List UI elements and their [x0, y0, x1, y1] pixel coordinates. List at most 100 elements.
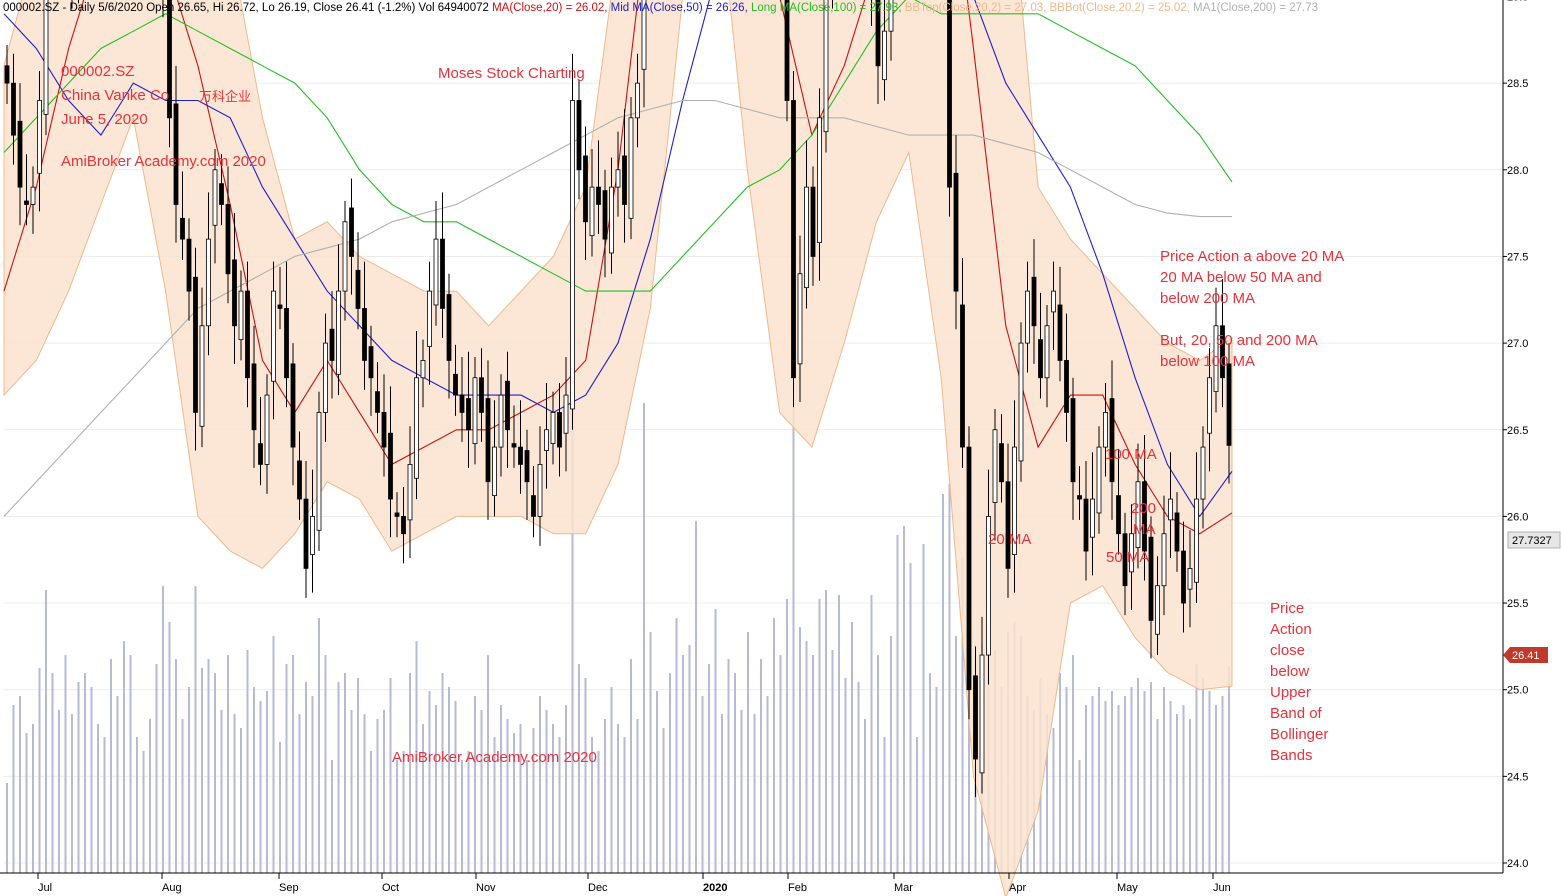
volume-bar [1104, 701, 1107, 873]
volume-bar [461, 760, 463, 873]
candle-down [225, 204, 231, 275]
volume-bar [786, 599, 788, 873]
candle-down [440, 238, 445, 309]
volume-bar [610, 687, 613, 873]
volume-bar [331, 760, 333, 873]
annotation-note3-line1: Price [1270, 600, 1304, 617]
candle-down [1226, 363, 1232, 446]
volume-bar [487, 655, 489, 873]
volume-bar [500, 705, 502, 873]
x-tick-label: Sep [279, 882, 299, 894]
volume-bar [1078, 760, 1081, 873]
candle-down [186, 238, 192, 292]
volume-bar [1189, 719, 1191, 873]
volume-bar [864, 719, 866, 873]
annotation-note3-line3: close [1270, 642, 1305, 659]
volume-bar [1059, 673, 1061, 873]
volume-bar [571, 403, 574, 873]
volume-bar [324, 655, 327, 873]
candle-down [999, 443, 1004, 483]
header-bbtop: BBTop(Close,20,2) = 27.03, [905, 2, 1050, 14]
volume-bar [922, 544, 925, 873]
candle-up [615, 169, 621, 188]
annotation-note1-line3: below 200 MA [1160, 290, 1255, 307]
volume-bar [402, 751, 405, 873]
volume-bar [383, 710, 385, 873]
volume-bar [929, 673, 931, 873]
volume-bar [818, 599, 821, 873]
annotation-note3-line4: below [1270, 663, 1309, 680]
candle-up [1044, 325, 1050, 379]
candle-up [1129, 533, 1134, 573]
volume-bar [812, 655, 814, 873]
volume-bar [266, 691, 268, 873]
last-price-tag: 26.41 [1503, 647, 1548, 663]
candle-up [427, 290, 432, 347]
volume-bar [6, 783, 8, 873]
volume-bar [1137, 678, 1139, 873]
volume-bar [662, 728, 665, 873]
candle-down [1031, 276, 1037, 327]
volume-bar [350, 710, 353, 873]
volume-bar [1072, 655, 1074, 873]
ma200-value-tag: 27.7327 [1507, 531, 1561, 549]
candle-up [797, 273, 803, 365]
volume-bar [12, 705, 15, 873]
candle-down [784, 0, 790, 101]
candle-up [628, 117, 634, 219]
candle-up [238, 290, 244, 341]
x-tick-label: Mar [894, 882, 913, 894]
candle-up [563, 394, 569, 434]
candle-up [589, 186, 595, 237]
volume-bar [285, 664, 288, 873]
annotation-brand: Moses Stock Charting [438, 65, 585, 82]
candle-up [1187, 567, 1193, 590]
candle-down [284, 308, 289, 379]
volume-bar [617, 724, 619, 873]
candle-up [1161, 533, 1167, 587]
candle-down [459, 394, 465, 413]
volume-bar [1046, 714, 1048, 873]
y-tick-label: 27.5 [1507, 251, 1528, 263]
volume-bar [214, 673, 216, 873]
candle-up [986, 516, 991, 656]
candle-down [531, 495, 536, 517]
annotation-ticker: 000002.SZ [61, 63, 134, 80]
volume-bar [948, 484, 951, 873]
annotation-company-cn: 万科企业 [199, 89, 251, 104]
volume-bar [591, 737, 593, 873]
volume-bar [734, 673, 736, 873]
candle-down [245, 290, 250, 379]
volume-bar [188, 687, 190, 873]
x-tick-label: Feb [788, 882, 807, 894]
candle-up [817, 117, 822, 243]
volume-bar [233, 714, 236, 873]
header-ma50: Mid MA(Close,50) = 26.26, [611, 2, 751, 14]
header-bar-info: - Daily 5/6/2020 Open 26.65, Hi 26.72, L… [59, 2, 492, 14]
volume-bar [506, 719, 509, 873]
candle-up [30, 186, 36, 205]
y-tick-label: 25.0 [1507, 685, 1528, 697]
volume-bar [955, 636, 957, 873]
volume-bar [220, 710, 223, 873]
candle-down [1064, 360, 1069, 413]
candle-down [966, 446, 972, 691]
volume-bar [545, 710, 548, 873]
volume-bar [149, 719, 151, 873]
candle-down [505, 380, 510, 431]
volume-bar [253, 687, 255, 873]
candle-up [1018, 342, 1024, 462]
candle-up [420, 360, 426, 379]
candle-down [479, 377, 484, 413]
candle-down [518, 446, 523, 465]
volume-bar [32, 724, 34, 873]
volume-bar [883, 737, 886, 873]
volume-bar [1221, 696, 1224, 873]
axes: 24.0 24.5 25.0 25.5 26.0 26.5 27.0 27.5 28.0 28.5… [0, 0, 1528, 894]
candle-down [17, 120, 23, 188]
candle-down [1181, 550, 1186, 604]
candle-down [1083, 498, 1089, 552]
volume-bar [19, 696, 21, 873]
candle-up [271, 290, 276, 382]
volume-bar [129, 655, 132, 873]
